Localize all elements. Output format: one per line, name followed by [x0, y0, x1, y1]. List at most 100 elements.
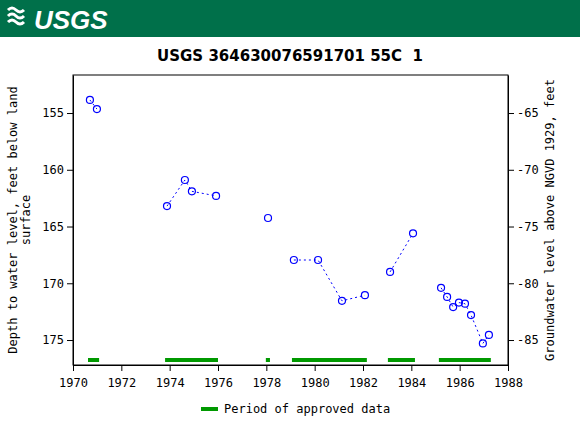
tick: 160 — [42, 163, 73, 177]
legend-label: Period of approved data — [224, 402, 390, 416]
logo-wave — [8, 14, 24, 18]
axis: 1970 1972 1974 1976 1978 1980 1982 1984 1986 1988 — [59, 365, 523, 390]
data-point — [444, 293, 451, 300]
approved-period — [165, 358, 218, 362]
tick: 155 — [42, 106, 73, 120]
data-point — [410, 230, 417, 237]
tick-label: 1980 — [301, 376, 330, 390]
approved-period — [88, 358, 99, 362]
tick: 170 — [42, 277, 73, 291]
tick-mark — [315, 365, 316, 371]
axis: 155160165170175 — [42, 76, 73, 366]
tick-label: -75 — [517, 220, 539, 234]
title: USGS 364630076591701 55C 1 — [157, 47, 423, 65]
tick-label: 1984 — [397, 376, 426, 390]
data-point — [188, 188, 195, 195]
tick: 1974 — [156, 365, 185, 390]
tick-label: 1988 — [494, 376, 523, 390]
data-point — [315, 257, 322, 264]
data-point — [164, 203, 171, 210]
tick: 175 — [42, 333, 73, 347]
series-line — [390, 233, 413, 272]
tick-label: 160 — [42, 163, 64, 177]
data-point — [387, 268, 394, 275]
axis-line — [508, 76, 509, 366]
tick-mark — [67, 227, 73, 228]
tick-label: 175 — [42, 333, 64, 347]
tick: 1980 — [301, 365, 330, 390]
tick-label: -80 — [517, 277, 539, 291]
tick-mark — [67, 170, 73, 171]
tick: 1982 — [349, 365, 378, 390]
approved-period — [388, 358, 415, 362]
series-line — [294, 260, 365, 301]
tick-label: 1982 — [349, 376, 378, 390]
tick: 1984 — [397, 365, 426, 390]
series-line — [167, 180, 216, 206]
approved-period — [266, 358, 270, 362]
tick-mark — [67, 340, 73, 341]
tick: -75 — [508, 220, 539, 234]
legend-swatch — [201, 407, 218, 411]
tick-mark — [411, 365, 412, 371]
tick-mark — [266, 365, 267, 371]
legend: Period of approved data — [201, 402, 390, 416]
data-point — [438, 284, 445, 291]
tick: 1988 — [494, 365, 523, 390]
tick-mark — [67, 283, 73, 284]
data-point — [265, 215, 272, 222]
axis: -65 -70 -75 -80 -85 — [508, 76, 539, 366]
tick-label: -65 — [517, 106, 539, 120]
tick: -65 — [508, 106, 539, 120]
tick: 1978 — [252, 365, 281, 390]
marks — [86, 96, 492, 360]
axis-line — [73, 76, 74, 366]
logo-icon — [8, 8, 24, 24]
data-point — [461, 300, 468, 307]
series-line — [441, 288, 489, 344]
chart: USGSUSGS 364630076591701 55C 11970197219… — [0, 0, 580, 430]
tick-label: 1974 — [156, 376, 185, 390]
y-axis-title: surface — [19, 195, 33, 246]
tick-mark — [508, 365, 509, 371]
tick-mark — [73, 365, 74, 371]
data-point — [213, 192, 220, 199]
data-point — [181, 176, 188, 183]
tick-label: -85 — [517, 333, 539, 347]
data-point — [485, 331, 492, 338]
banner — [0, 0, 580, 37]
tick-label: 1972 — [107, 376, 136, 390]
tick-mark — [121, 365, 122, 371]
tick-label: 1978 — [252, 376, 281, 390]
data-point — [86, 96, 93, 103]
tick-mark — [508, 283, 514, 284]
axis-line — [74, 365, 509, 366]
plot-frame — [73, 75, 508, 365]
data-point — [479, 340, 486, 347]
logo-text: USGS — [34, 5, 108, 35]
tick: -70 — [508, 163, 539, 177]
tick-mark — [363, 365, 364, 371]
logo-wave — [8, 8, 24, 12]
tick-mark — [508, 227, 514, 228]
tick-label: 1986 — [446, 376, 475, 390]
tick-label: 1970 — [59, 376, 88, 390]
data-point — [468, 312, 475, 319]
tick: 1970 — [59, 365, 88, 390]
tick-mark — [67, 113, 73, 114]
data-point — [361, 292, 368, 299]
data-point — [338, 297, 345, 304]
data-point — [93, 106, 100, 113]
tick: -80 — [508, 277, 539, 291]
tick-label: 1976 — [204, 376, 233, 390]
y-axis-title: Depth to water level, feet below land — [6, 86, 20, 353]
tick-mark — [170, 365, 171, 371]
tick: 1972 — [107, 365, 136, 390]
y2-axis-title: Groundwater level above NGVD 1929, feet — [543, 79, 557, 361]
tick-mark — [460, 365, 461, 371]
tick-mark — [508, 113, 514, 114]
tick: 1976 — [204, 365, 233, 390]
approved-period — [439, 358, 491, 362]
tick-mark — [508, 340, 514, 341]
tick: -85 — [508, 333, 539, 347]
